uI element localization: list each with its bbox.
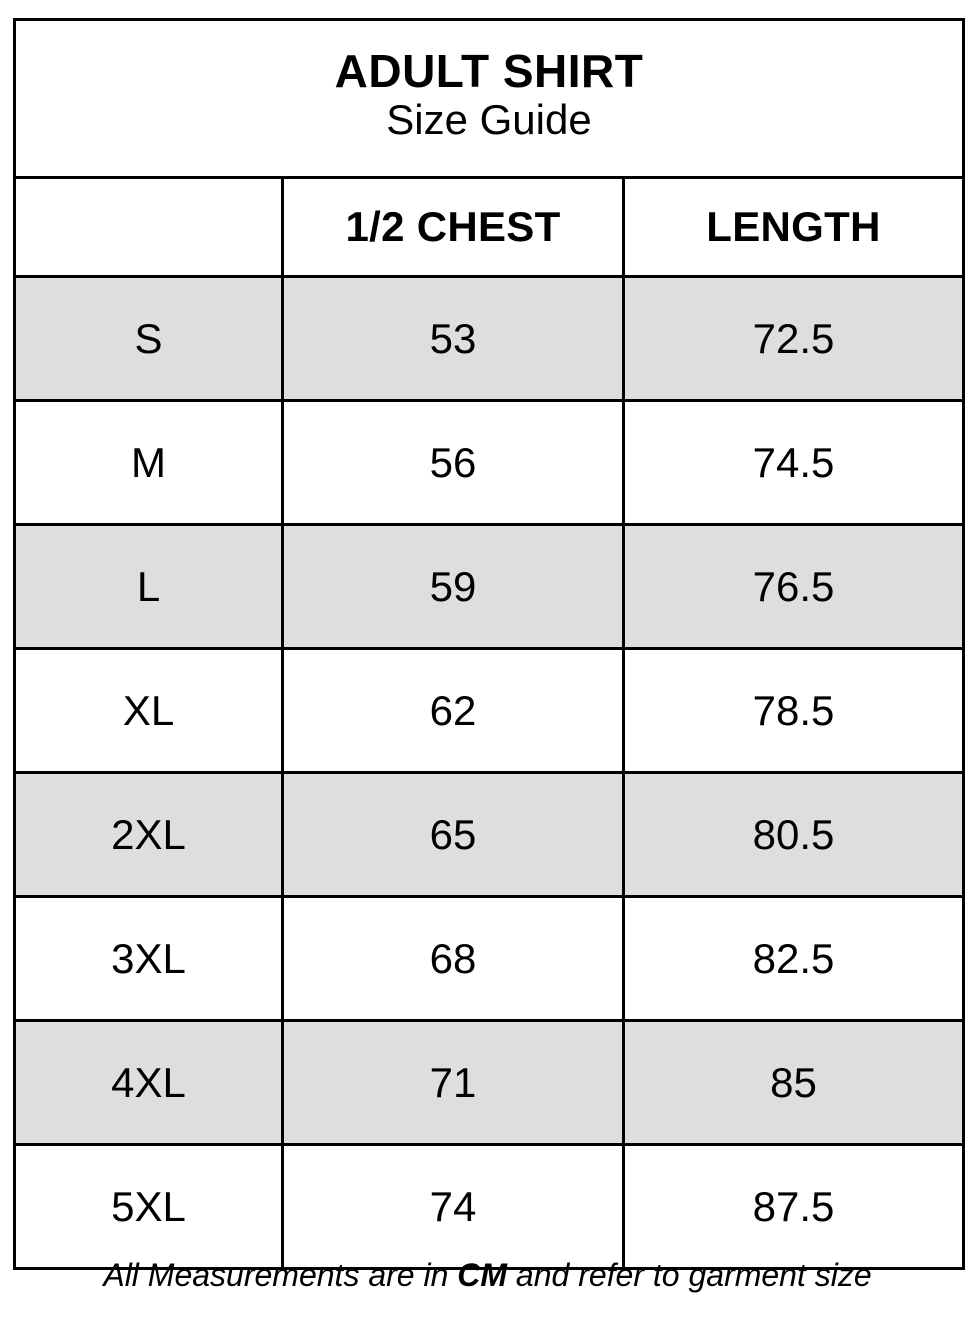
cell-length: 78.5 — [622, 647, 965, 774]
column-header-length: LENGTH — [622, 177, 965, 278]
cell-chest: 74 — [281, 1143, 625, 1270]
table-row: XL 62 78.5 — [13, 647, 965, 774]
table-row: 5XL 74 87.5 — [13, 1143, 965, 1270]
cell-size: 2XL — [13, 771, 284, 898]
note-text-after: and refer to garment size — [507, 1257, 872, 1293]
cell-chest: 62 — [281, 647, 625, 774]
cell-length: 80.5 — [622, 771, 965, 898]
cell-length: 85 — [622, 1019, 965, 1146]
note-unit: CM — [457, 1257, 508, 1293]
cell-chest: 53 — [281, 275, 625, 402]
table-row: M 56 74.5 — [13, 399, 965, 526]
cell-size: 4XL — [13, 1019, 284, 1146]
cell-length: 82.5 — [622, 895, 965, 1022]
cell-size: 5XL — [13, 1143, 284, 1270]
cell-chest: 56 — [281, 399, 625, 526]
cell-size: 3XL — [13, 895, 284, 1022]
table-row: 2XL 65 80.5 — [13, 771, 965, 898]
table-row: S 53 72.5 — [13, 275, 965, 402]
page-title: ADULT SHIRT — [334, 44, 644, 97]
table-header-row: 1/2 CHEST LENGTH — [13, 177, 965, 278]
column-header-chest: 1/2 CHEST — [281, 177, 625, 278]
table-row: L 59 76.5 — [13, 523, 965, 650]
cell-length: 72.5 — [622, 275, 965, 402]
cell-length: 87.5 — [622, 1143, 965, 1270]
cell-size: L — [13, 523, 284, 650]
cell-chest: 71 — [281, 1019, 625, 1146]
table-row: 3XL 68 82.5 — [13, 895, 965, 1022]
note-text-before: All Measurements are in — [103, 1257, 458, 1293]
cell-size: M — [13, 399, 284, 526]
title-row: ADULT SHIRT Size Guide — [13, 18, 965, 179]
cell-size: S — [13, 275, 284, 402]
cell-chest: 59 — [281, 523, 625, 650]
cell-length: 76.5 — [622, 523, 965, 650]
cell-length: 74.5 — [622, 399, 965, 526]
cell-size: XL — [13, 647, 284, 774]
column-header-size — [13, 177, 284, 278]
measurement-note: All Measurements are in CM and refer to … — [13, 1257, 962, 1293]
table-row: 4XL 71 85 — [13, 1019, 965, 1146]
title-cell: ADULT SHIRT Size Guide — [13, 18, 965, 179]
page-subtitle: Size Guide — [386, 95, 592, 143]
size-guide-table: ADULT SHIRT Size Guide 1/2 CHEST LENGTH … — [13, 18, 965, 1270]
cell-chest: 65 — [281, 771, 625, 898]
cell-chest: 68 — [281, 895, 625, 1022]
